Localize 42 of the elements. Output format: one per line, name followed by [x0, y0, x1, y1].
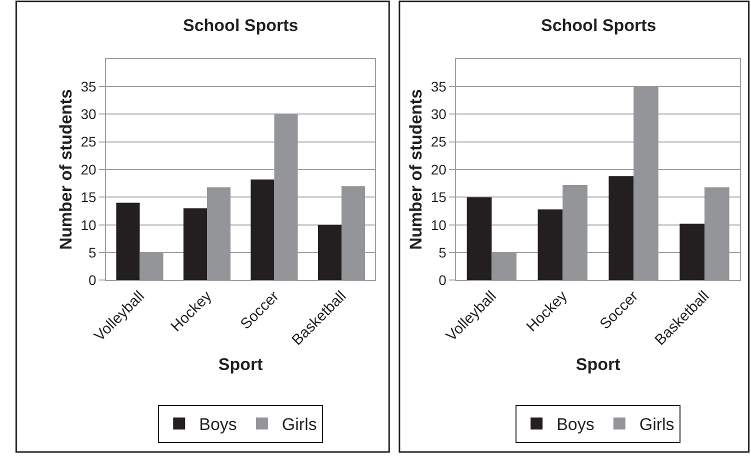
bar	[274, 114, 298, 280]
legend-label: Girls	[639, 415, 674, 434]
x-axis-title: Sport	[218, 355, 264, 374]
bar	[680, 224, 704, 280]
bar	[608, 176, 634, 280]
y-tick-label: 0	[438, 272, 447, 288]
bar	[492, 252, 516, 280]
y-tick-label: 30	[430, 106, 447, 122]
x-axis-title: Sport	[576, 355, 621, 374]
bar	[250, 179, 274, 280]
legend-label: Boys	[199, 415, 237, 434]
chart-title: School Sports	[541, 16, 656, 35]
bar	[183, 208, 208, 280]
legend-label: Girls	[282, 415, 317, 434]
chart-title: School Sports	[183, 16, 298, 35]
y-axis-title: Number of students	[406, 89, 426, 250]
bar	[318, 224, 342, 280]
y-tick-label: 10	[80, 216, 97, 233]
bar	[342, 186, 366, 280]
bar	[140, 252, 164, 280]
bar	[116, 202, 140, 280]
y-tick-label: 5	[438, 244, 447, 260]
bar	[704, 187, 730, 280]
y-tick-label: 15	[80, 189, 97, 206]
y-tick-label: 25	[430, 134, 447, 150]
y-tick-label: 15	[430, 189, 447, 206]
legend-label: Boys	[556, 415, 594, 434]
y-tick-label: 5	[88, 244, 97, 260]
y-tick-label: 0	[88, 272, 97, 288]
y-tick-label: 20	[80, 161, 97, 178]
y-tick-label: 10	[430, 216, 447, 233]
bar	[466, 197, 492, 280]
bar	[562, 185, 588, 280]
bar	[634, 86, 658, 280]
bar	[207, 187, 231, 280]
y-tick-label: 35	[80, 78, 97, 94]
y-tick-label: 30	[80, 106, 97, 122]
y-tick-label: 35	[430, 78, 447, 94]
bar	[538, 209, 563, 280]
y-axis-title: Number of students	[56, 89, 76, 250]
y-tick-label: 25	[80, 134, 97, 150]
y-tick-label: 20	[430, 161, 447, 178]
